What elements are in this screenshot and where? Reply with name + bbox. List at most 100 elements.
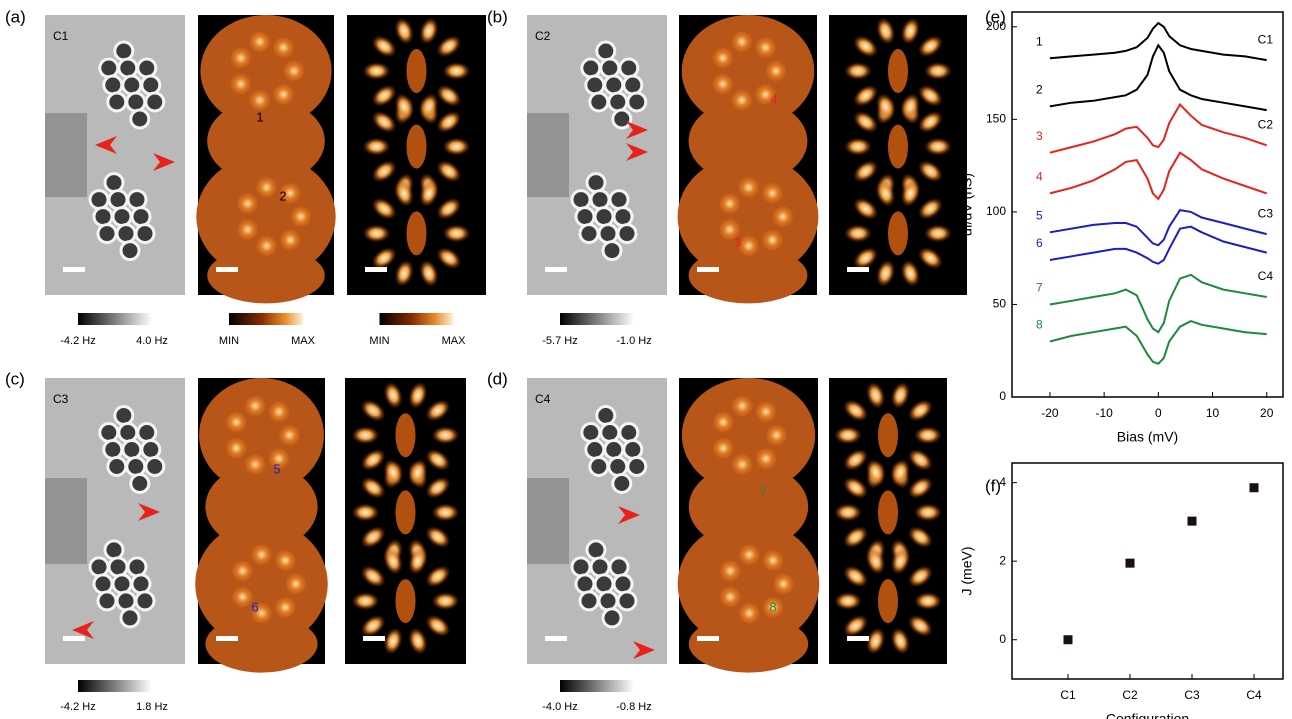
molecule-ring — [580, 592, 598, 610]
molecule-ring — [595, 208, 613, 226]
simulated-lobe — [914, 503, 942, 521]
molecule-ring — [601, 59, 619, 77]
molecule-ring — [597, 42, 615, 60]
colorbar-max: 1.8 Hz — [136, 701, 168, 713]
y-tick-label: 50 — [993, 297, 1007, 311]
stm-spot — [762, 549, 784, 571]
molecule-ring — [123, 441, 141, 459]
data-point — [1250, 483, 1259, 492]
scale-bar — [363, 636, 385, 641]
molecule-ring — [121, 242, 139, 260]
stm-spot — [755, 401, 777, 423]
molecule-ring — [591, 191, 609, 209]
data-point — [1126, 559, 1135, 568]
simulated-lobe — [844, 62, 872, 80]
series-label: 1 — [1036, 34, 1043, 48]
spectrum-line — [1050, 23, 1267, 60]
molecule-ring — [610, 191, 628, 209]
colorbar-max: -0.8 Hz — [616, 701, 651, 713]
stm-spot — [765, 60, 787, 82]
stm-spot — [772, 573, 794, 595]
configuration-annotation: C1 — [1258, 32, 1274, 46]
scale-bar — [847, 636, 869, 641]
data-point — [1188, 517, 1197, 526]
colorbar-min: -4.0 Hz — [542, 701, 577, 713]
stm-spot — [731, 395, 753, 417]
series-label: 2 — [1036, 83, 1043, 97]
molecule-ring — [628, 458, 646, 476]
series-label: 8 — [1036, 318, 1043, 332]
molecule-ring — [100, 59, 118, 77]
x-tick-label: C4 — [1246, 688, 1262, 702]
series-label: 3 — [1036, 129, 1043, 143]
simulated-core — [396, 413, 416, 457]
site-label: 6 — [251, 599, 258, 614]
molecule-ring — [138, 59, 156, 77]
stm-spot — [712, 73, 734, 95]
stm-spot — [279, 229, 301, 251]
stm-spot — [230, 47, 252, 69]
molecule-ring — [628, 93, 646, 111]
molecule-ring — [613, 110, 631, 128]
molecule-ring — [610, 558, 628, 576]
site-label: 8 — [769, 599, 776, 614]
molecule-ring — [597, 407, 615, 425]
scale-bar — [365, 267, 387, 272]
colorbar-min: -5.7 Hz — [542, 335, 577, 347]
colorbar — [78, 313, 152, 325]
simulated-lobe — [352, 426, 380, 444]
x-tick-label: -10 — [1095, 406, 1113, 420]
simulated-lobe — [432, 592, 460, 610]
molecule-ring — [105, 541, 123, 559]
stm-spot — [738, 602, 760, 624]
simulated-lobe — [443, 138, 471, 156]
molecule-ring — [127, 93, 145, 111]
plot-frame — [1012, 12, 1283, 397]
colorbar — [380, 313, 454, 325]
molecule-ring — [601, 424, 619, 442]
stm-spot — [256, 176, 278, 198]
y-tick-label: 100 — [986, 204, 1006, 218]
site-label: 1 — [256, 109, 263, 124]
molecule-ring — [572, 191, 590, 209]
colorbar — [560, 313, 634, 325]
simulated-lobe — [352, 592, 380, 610]
simulated-lobe — [432, 503, 460, 521]
molecule-ring — [599, 592, 617, 610]
molecule-ring — [624, 441, 642, 459]
stm-spot — [230, 73, 252, 95]
data-point — [1064, 635, 1073, 644]
colorbar-min: MIN — [219, 335, 239, 347]
molecule-ring — [117, 225, 135, 243]
molecule-ring — [614, 575, 632, 593]
molecule-ring — [115, 42, 133, 60]
plot-frame — [1012, 463, 1283, 679]
colorbar — [229, 313, 303, 325]
molecule-ring — [613, 475, 631, 493]
molecule-ring — [587, 174, 605, 192]
molecule-ring — [94, 208, 112, 226]
scale-bar — [545, 636, 567, 641]
molecule-ring — [117, 592, 135, 610]
stm-spot — [249, 89, 271, 111]
molecule-ring — [108, 458, 126, 476]
stm-spot — [237, 219, 259, 241]
simulated-lobe — [363, 224, 391, 242]
molecule-ring — [603, 242, 621, 260]
molecule-ring — [131, 475, 149, 493]
molecule-ring — [618, 592, 636, 610]
scale-bar — [216, 636, 238, 641]
stm-spot — [712, 47, 734, 69]
stm-spot — [225, 411, 247, 433]
stm-spot — [272, 37, 294, 59]
molecule-ring — [146, 458, 164, 476]
x-axis-label: Bias (mV) — [1117, 429, 1178, 445]
configuration-annotation: C3 — [1258, 206, 1274, 220]
stm-spot — [285, 573, 307, 595]
simulated-lobe — [443, 62, 471, 80]
y-tick-label: 200 — [986, 19, 1006, 33]
stm-spot — [274, 549, 296, 571]
simulated-lobe — [363, 138, 391, 156]
site-label: 7 — [759, 484, 766, 499]
molecule-ring — [98, 592, 116, 610]
